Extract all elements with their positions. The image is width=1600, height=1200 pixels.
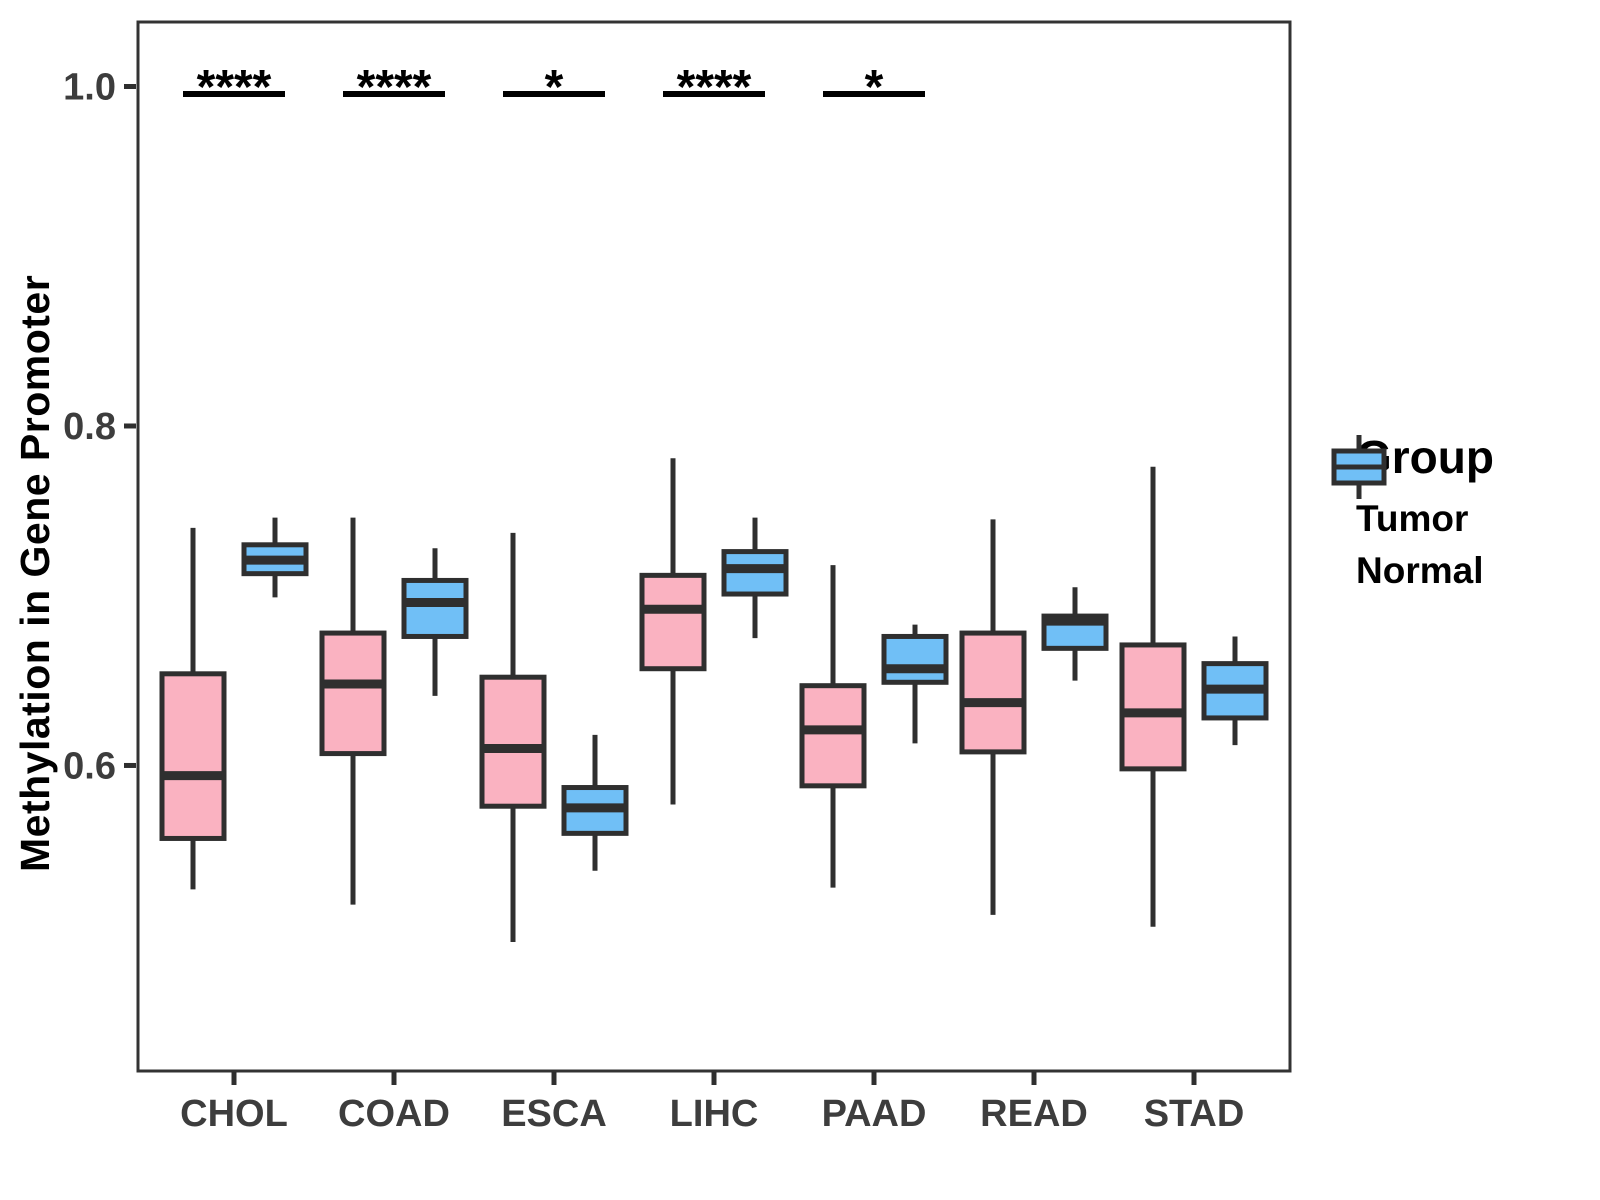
box-Normal-COAD [401,577,469,639]
box-Tumor-ESCA [479,674,547,809]
sig-label-ESCA: * [545,61,564,114]
box-Normal-PAAD [881,633,949,685]
sig-label-PAAD: * [865,61,884,114]
legend-label-tumor: Tumor [1356,498,1469,539]
y-tick-label-0.6: 0.6 [63,745,116,787]
x-tick-label-PAAD: PAAD [822,1093,927,1135]
x-tick-label-READ: READ [980,1093,1088,1135]
x-tick-label-COAD: COAD [338,1093,450,1135]
y-axis-title: Methylation in Gene Promoter [12,274,58,872]
normal-boxplot-glyph [1331,435,1387,499]
x-tick-label-STAD: STAD [1144,1093,1245,1135]
box-Tumor-READ [959,630,1027,755]
panel-border [136,20,1292,1073]
sig-label-COAD: **** [357,61,432,114]
x-tick-label-LIHC: LIHC [670,1093,759,1135]
legend-item-normal: Normal [1330,435,1494,592]
box-Tumor-STAD [1119,642,1187,772]
legend: Group Tumor Normal [1330,430,1494,592]
box-Tumor-COAD [319,630,387,757]
x-tick-label-ESCA: ESCA [501,1093,607,1135]
y-tick-label-0.8: 0.8 [63,406,116,448]
legend-label-normal: Normal [1356,550,1484,591]
sig-label-LIHC: **** [677,61,752,114]
sig-label-CHOL: **** [197,61,272,114]
box-Tumor-PAAD [799,683,867,789]
legend-item-tumor: Tumor [1330,435,1494,540]
x-tick-label-CHOL: CHOL [180,1093,288,1135]
y-tick-label-1.0: 1.0 [63,67,116,109]
box-Tumor-CHOL [159,671,227,841]
box-Tumor-LIHC [639,572,707,672]
